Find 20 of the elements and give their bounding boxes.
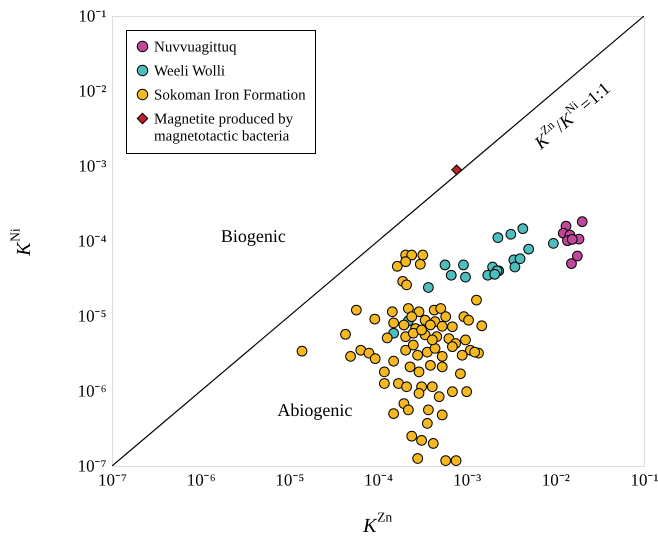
- x-tick-label: 10⁻³: [453, 470, 482, 490]
- legend-label: Magnetite produced by magnetotactic bacteria: [154, 112, 294, 144]
- y-tick-label: 10⁻¹: [78, 6, 106, 26]
- y-tick-label: 10⁻⁵: [78, 306, 107, 326]
- x-tick-label: 10⁻¹: [630, 470, 658, 490]
- y-tick-label: 10⁻²: [78, 82, 106, 100]
- y-tick-label: 10⁻⁶: [78, 382, 107, 400]
- x-tick-label: 10⁻⁶: [186, 470, 216, 490]
- x-tick-label: 10⁻²: [542, 470, 570, 490]
- legend-label: Sokoman Iron Formation: [154, 88, 306, 104]
- x-tick-label: 10⁻⁴: [364, 470, 394, 490]
- y-tick-label: 10⁻⁴: [78, 232, 107, 250]
- y-tick-label: 10⁻³: [78, 156, 106, 176]
- legend-label: Nuvvuagittuq: [154, 40, 237, 56]
- x-tick-label: 10⁻⁵: [275, 470, 304, 490]
- legend-label: Weeli Wolli: [154, 64, 226, 80]
- x-axis-title: KZn: [530, 118, 558, 154]
- text: KNi: [8, 228, 35, 256]
- annotation: Abiogenic: [277, 400, 352, 420]
- annotation: Biogenic: [220, 226, 286, 246]
